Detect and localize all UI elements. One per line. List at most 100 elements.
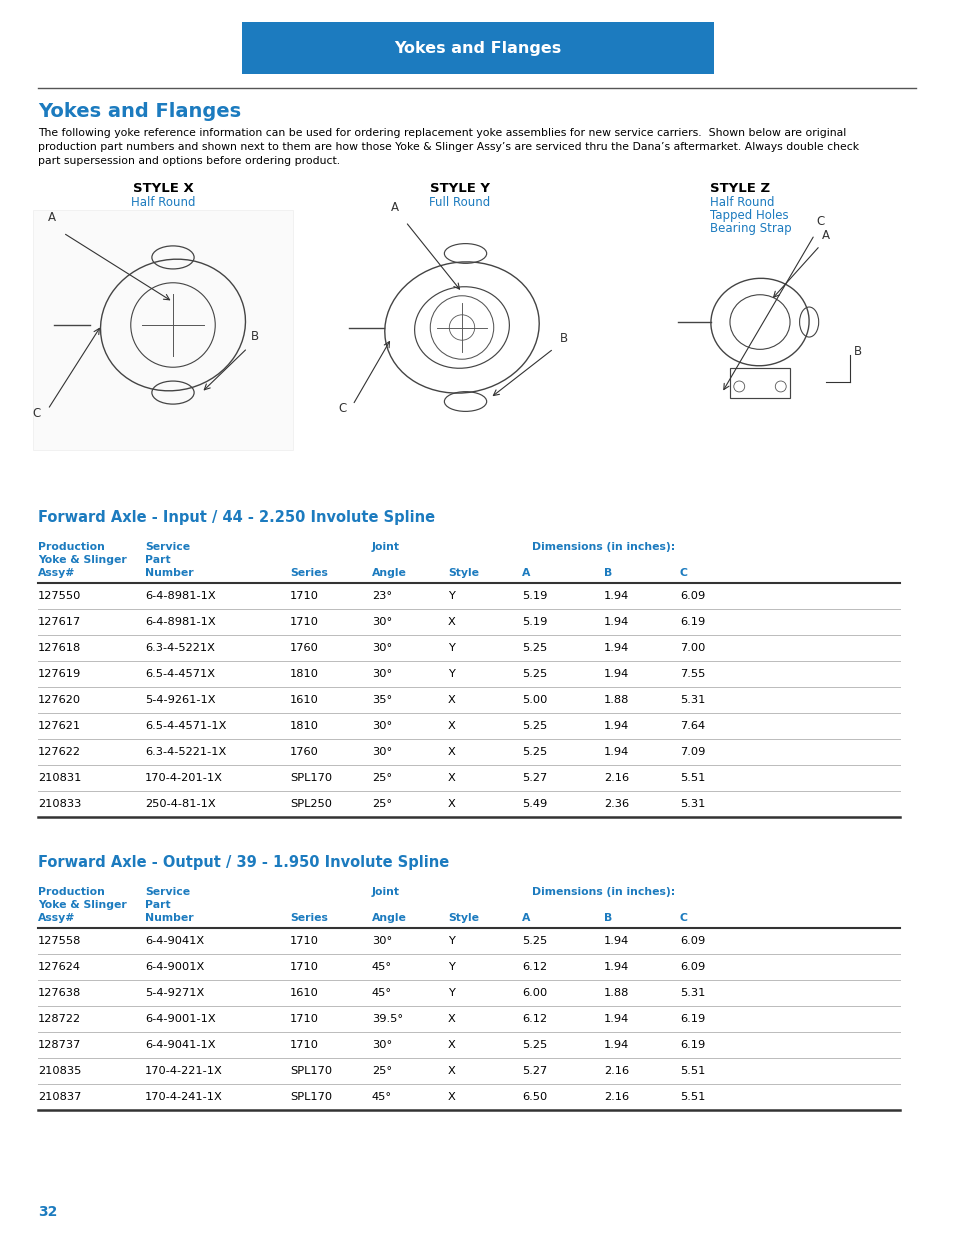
Text: 1710: 1710 — [290, 618, 318, 627]
Text: 5.51: 5.51 — [679, 1092, 704, 1102]
Text: 127622: 127622 — [38, 747, 81, 757]
Text: Y: Y — [448, 988, 455, 998]
Text: 1.94: 1.94 — [603, 1014, 629, 1024]
Text: 128737: 128737 — [38, 1040, 81, 1050]
Text: 2.16: 2.16 — [603, 773, 628, 783]
Text: 127558: 127558 — [38, 936, 81, 946]
Text: 6.3-4-5221-1X: 6.3-4-5221-1X — [145, 747, 226, 757]
Text: Yoke & Slinger: Yoke & Slinger — [38, 555, 127, 564]
Text: Angle: Angle — [372, 568, 406, 578]
Text: 210835: 210835 — [38, 1066, 81, 1076]
FancyBboxPatch shape — [242, 22, 713, 74]
Text: 5.25: 5.25 — [521, 1040, 547, 1050]
Text: 6.19: 6.19 — [679, 1040, 704, 1050]
Text: Yoke & Slinger: Yoke & Slinger — [38, 900, 127, 910]
Text: STYLE X: STYLE X — [132, 182, 193, 195]
Text: Full Round: Full Round — [429, 196, 490, 209]
Text: 5.51: 5.51 — [679, 773, 704, 783]
Text: 5.27: 5.27 — [521, 1066, 547, 1076]
Text: X: X — [448, 799, 456, 809]
Text: Dimensions (in inches):: Dimensions (in inches): — [532, 887, 675, 897]
Text: 6-4-8981-1X: 6-4-8981-1X — [145, 618, 215, 627]
Text: Y: Y — [448, 643, 455, 653]
Text: Style: Style — [448, 913, 478, 923]
Text: C: C — [337, 403, 346, 415]
Text: A: A — [521, 568, 530, 578]
Text: 1.88: 1.88 — [603, 695, 629, 705]
Text: 127550: 127550 — [38, 592, 81, 601]
Text: SPL170: SPL170 — [290, 1066, 332, 1076]
Text: 2.16: 2.16 — [603, 1066, 628, 1076]
Text: B: B — [559, 332, 568, 345]
Text: 6-4-9001-1X: 6-4-9001-1X — [145, 1014, 215, 1024]
Text: 5.31: 5.31 — [679, 988, 704, 998]
Text: 1710: 1710 — [290, 1040, 318, 1050]
Text: C: C — [32, 408, 40, 420]
Text: 7.00: 7.00 — [679, 643, 704, 653]
Text: 23°: 23° — [372, 592, 392, 601]
Text: 6.50: 6.50 — [521, 1092, 547, 1102]
Text: 25°: 25° — [372, 799, 392, 809]
Text: 170-4-201-1X: 170-4-201-1X — [145, 773, 223, 783]
Text: Series: Series — [290, 913, 328, 923]
Text: Y: Y — [448, 592, 455, 601]
Text: Production: Production — [38, 887, 105, 897]
Text: 210831: 210831 — [38, 773, 81, 783]
Text: part supersession and options before ordering product.: part supersession and options before ord… — [38, 156, 340, 165]
Text: 5.19: 5.19 — [521, 592, 547, 601]
Text: 30°: 30° — [372, 936, 392, 946]
Text: A: A — [48, 211, 55, 225]
Text: 1.88: 1.88 — [603, 988, 629, 998]
Text: 30°: 30° — [372, 643, 392, 653]
Text: 5-4-9271X: 5-4-9271X — [145, 988, 204, 998]
Text: A: A — [391, 201, 398, 214]
Text: B: B — [603, 568, 612, 578]
Text: Joint: Joint — [372, 887, 399, 897]
Text: 210837: 210837 — [38, 1092, 81, 1102]
Text: Y: Y — [448, 669, 455, 679]
Text: 1710: 1710 — [290, 1014, 318, 1024]
Text: 35°: 35° — [372, 695, 392, 705]
Text: 127619: 127619 — [38, 669, 81, 679]
Text: 6.12: 6.12 — [521, 962, 547, 972]
Text: 210833: 210833 — [38, 799, 81, 809]
Text: 1760: 1760 — [290, 747, 318, 757]
Text: 1760: 1760 — [290, 643, 318, 653]
Text: 5.49: 5.49 — [521, 799, 547, 809]
Text: 5.25: 5.25 — [521, 643, 547, 653]
Text: 6.5-4-4571X: 6.5-4-4571X — [145, 669, 214, 679]
Text: 5.27: 5.27 — [521, 773, 547, 783]
Text: 1810: 1810 — [290, 669, 318, 679]
Text: Assy#: Assy# — [38, 913, 75, 923]
FancyBboxPatch shape — [33, 210, 293, 450]
Text: Service: Service — [145, 887, 190, 897]
Text: C: C — [815, 215, 823, 227]
Text: 170-4-241-1X: 170-4-241-1X — [145, 1092, 222, 1102]
Text: 1.94: 1.94 — [603, 643, 629, 653]
Text: 6-4-9001X: 6-4-9001X — [145, 962, 204, 972]
Text: 1710: 1710 — [290, 962, 318, 972]
Text: 6.09: 6.09 — [679, 592, 704, 601]
Text: Half Round: Half Round — [131, 196, 195, 209]
Text: X: X — [448, 747, 456, 757]
Text: Forward Axle - Output / 39 - 1.950 Involute Spline: Forward Axle - Output / 39 - 1.950 Invol… — [38, 855, 449, 869]
Text: A: A — [821, 228, 829, 242]
Text: Bearing Strap: Bearing Strap — [709, 222, 791, 235]
Text: X: X — [448, 695, 456, 705]
Text: 45°: 45° — [372, 962, 392, 972]
Text: Half Round: Half Round — [709, 196, 774, 209]
Text: 5.25: 5.25 — [521, 747, 547, 757]
Text: X: X — [448, 773, 456, 783]
Text: 6.5-4-4571-1X: 6.5-4-4571-1X — [145, 721, 226, 731]
Text: 6.19: 6.19 — [679, 618, 704, 627]
Text: 1.94: 1.94 — [603, 618, 629, 627]
Text: 6-4-9041-1X: 6-4-9041-1X — [145, 1040, 215, 1050]
Text: 1.94: 1.94 — [603, 669, 629, 679]
Text: 127617: 127617 — [38, 618, 81, 627]
Text: 25°: 25° — [372, 1066, 392, 1076]
Text: 6.09: 6.09 — [679, 936, 704, 946]
Text: B: B — [853, 345, 862, 358]
Text: Angle: Angle — [372, 913, 406, 923]
Text: 6.09: 6.09 — [679, 962, 704, 972]
Text: Y: Y — [448, 936, 455, 946]
